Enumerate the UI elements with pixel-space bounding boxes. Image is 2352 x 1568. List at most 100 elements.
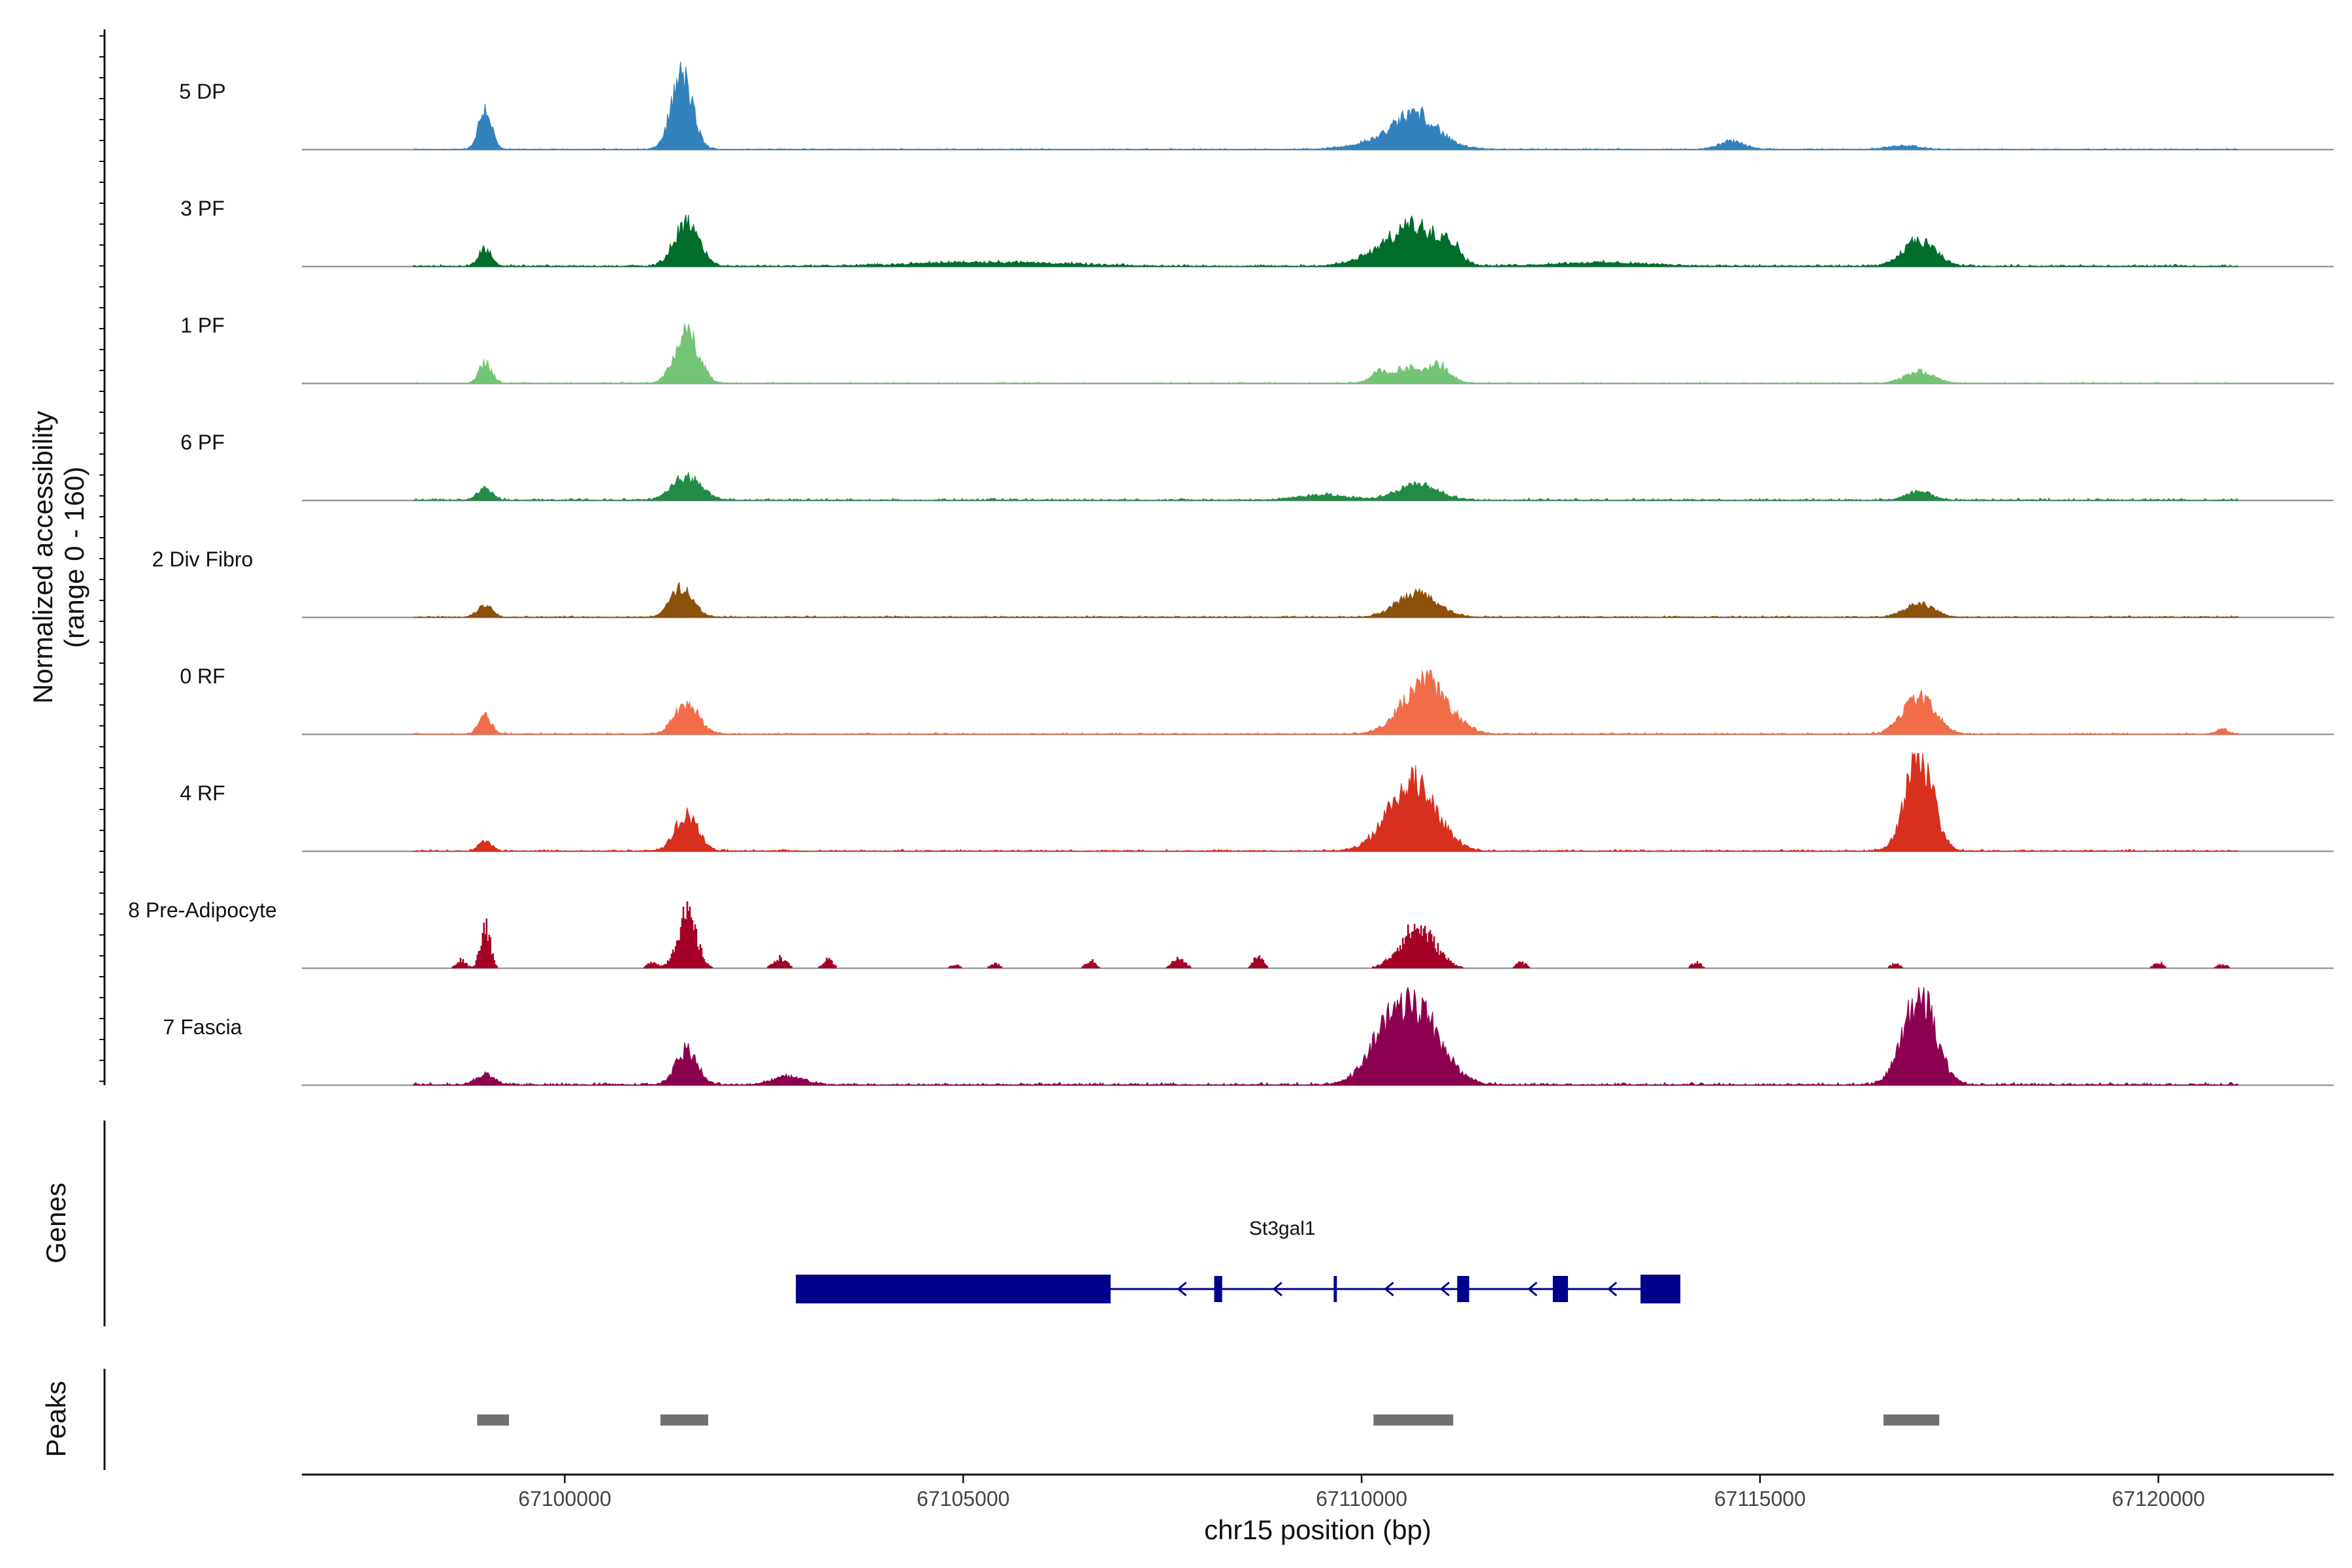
coverage-bar xyxy=(669,958,672,968)
coverage-bar xyxy=(1520,962,1523,968)
coverage-bar xyxy=(1443,954,1446,968)
coverage-bar xyxy=(825,961,826,968)
coverage-bar xyxy=(1442,952,1445,968)
coverage-bar xyxy=(1387,958,1390,968)
coverage-bar xyxy=(831,960,833,968)
coverage-bar xyxy=(1252,962,1254,968)
coverage-bar xyxy=(1422,928,1425,968)
coverage-bar xyxy=(685,919,687,968)
coverage-bar xyxy=(1690,964,1692,968)
coverage-bar xyxy=(772,963,774,968)
coverage-bar xyxy=(459,958,462,968)
coverage-bar xyxy=(1390,958,1392,968)
gene-strand-arrow xyxy=(1439,1281,1450,1297)
gene-strand-arrow xyxy=(1384,1281,1394,1297)
gene-name-label: St3gal1 xyxy=(1249,1218,1316,1239)
coverage-bar xyxy=(1431,941,1434,968)
coverage-bar xyxy=(2228,966,2230,968)
coverage-bar xyxy=(830,959,832,968)
coverage-bar xyxy=(951,966,953,968)
coverage-bar xyxy=(1416,928,1418,968)
coverage-bar xyxy=(2163,965,2165,968)
coverage-bar xyxy=(652,962,655,968)
coverage-bar xyxy=(1460,966,1463,968)
coverage-bar xyxy=(699,944,702,968)
coverage-bar xyxy=(1166,966,1168,968)
coverage-bar xyxy=(821,965,823,968)
coverage-bar xyxy=(991,964,994,968)
track-5-dp: 5 DP xyxy=(179,61,2334,151)
coverage-bar xyxy=(1441,953,1443,968)
coverage-bar xyxy=(1420,925,1422,968)
gene-exon xyxy=(796,1275,1111,1303)
coverage-bar xyxy=(952,965,955,968)
peak-region xyxy=(477,1414,510,1426)
coverage-bar xyxy=(708,965,711,968)
coverage-area xyxy=(413,472,2239,501)
coverage-bar xyxy=(676,940,678,968)
track-label: 8 Pre-Adipocyte xyxy=(128,898,277,922)
gene-exon xyxy=(1640,1275,1680,1303)
coverage-bar xyxy=(2217,964,2220,968)
coverage-bar xyxy=(1412,931,1414,968)
coverage-bar xyxy=(687,911,690,968)
coverage-bar xyxy=(775,962,777,968)
coverage-bar xyxy=(454,965,457,968)
genes-track-label: Genes xyxy=(41,1183,71,1264)
coverage-bar xyxy=(691,920,694,968)
coverage-bar xyxy=(710,966,712,968)
coverage-bar xyxy=(1085,964,1087,968)
coverage-bar xyxy=(496,966,498,968)
coverage-bar xyxy=(1250,962,1253,968)
coverage-bar xyxy=(1383,960,1386,968)
coverage-bar xyxy=(1265,964,1267,968)
coverage-bar xyxy=(462,958,465,968)
coverage-bar xyxy=(1399,945,1401,968)
coverage-bar xyxy=(1435,952,1438,968)
coverage-area xyxy=(413,61,2239,150)
coverage-bar xyxy=(1418,934,1421,968)
coverage-bar xyxy=(1384,958,1387,968)
coverage-bar xyxy=(1172,960,1175,968)
coverage-bar xyxy=(1375,966,1377,968)
coverage-bar xyxy=(1455,964,1458,968)
coverage-bar xyxy=(1175,960,1177,968)
coverage-bar xyxy=(686,901,689,968)
coverage-bar xyxy=(678,940,681,968)
coverage-bar xyxy=(1380,963,1383,968)
coverage-bar xyxy=(491,954,493,968)
coverage-bar xyxy=(655,963,657,968)
coverage-bar xyxy=(1183,962,1185,968)
coverage-bar xyxy=(826,957,828,968)
coverage-bar xyxy=(785,961,787,968)
coverage-bar xyxy=(1188,965,1190,968)
coverage-bar xyxy=(1515,963,1518,968)
coverage-bar xyxy=(1516,963,1519,968)
coverage-bar xyxy=(1083,965,1085,968)
coverage-bar xyxy=(2164,966,2166,968)
coverage-bar xyxy=(996,964,999,968)
coverage-bar xyxy=(1096,964,1098,968)
coverage-bar xyxy=(643,966,645,968)
coverage-bar xyxy=(482,933,484,968)
coverage-bar xyxy=(648,964,651,968)
coverage-bar xyxy=(468,966,471,968)
coverage-bar xyxy=(1693,963,1696,968)
coverage-bar xyxy=(2149,966,2152,968)
coverage-bar xyxy=(780,957,782,968)
coverage-bar xyxy=(1249,965,1252,968)
coverage-bar xyxy=(467,966,470,968)
x-axis-title: chr15 position (bp) xyxy=(1204,1514,1431,1545)
peak-region xyxy=(1373,1414,1454,1426)
track-label: 1 PF xyxy=(180,314,225,337)
coverage-bar xyxy=(700,947,703,968)
coverage-bar xyxy=(1522,961,1524,968)
coverage-bar xyxy=(483,923,485,968)
coverage-bar xyxy=(1429,930,1431,968)
coverage-bar xyxy=(1254,957,1257,968)
coverage-y-axis xyxy=(99,29,106,1085)
coverage-bar xyxy=(1173,961,1176,968)
coverage-bar xyxy=(1450,960,1452,968)
coverage-bar xyxy=(1088,963,1090,968)
coverage-bar xyxy=(672,949,674,968)
